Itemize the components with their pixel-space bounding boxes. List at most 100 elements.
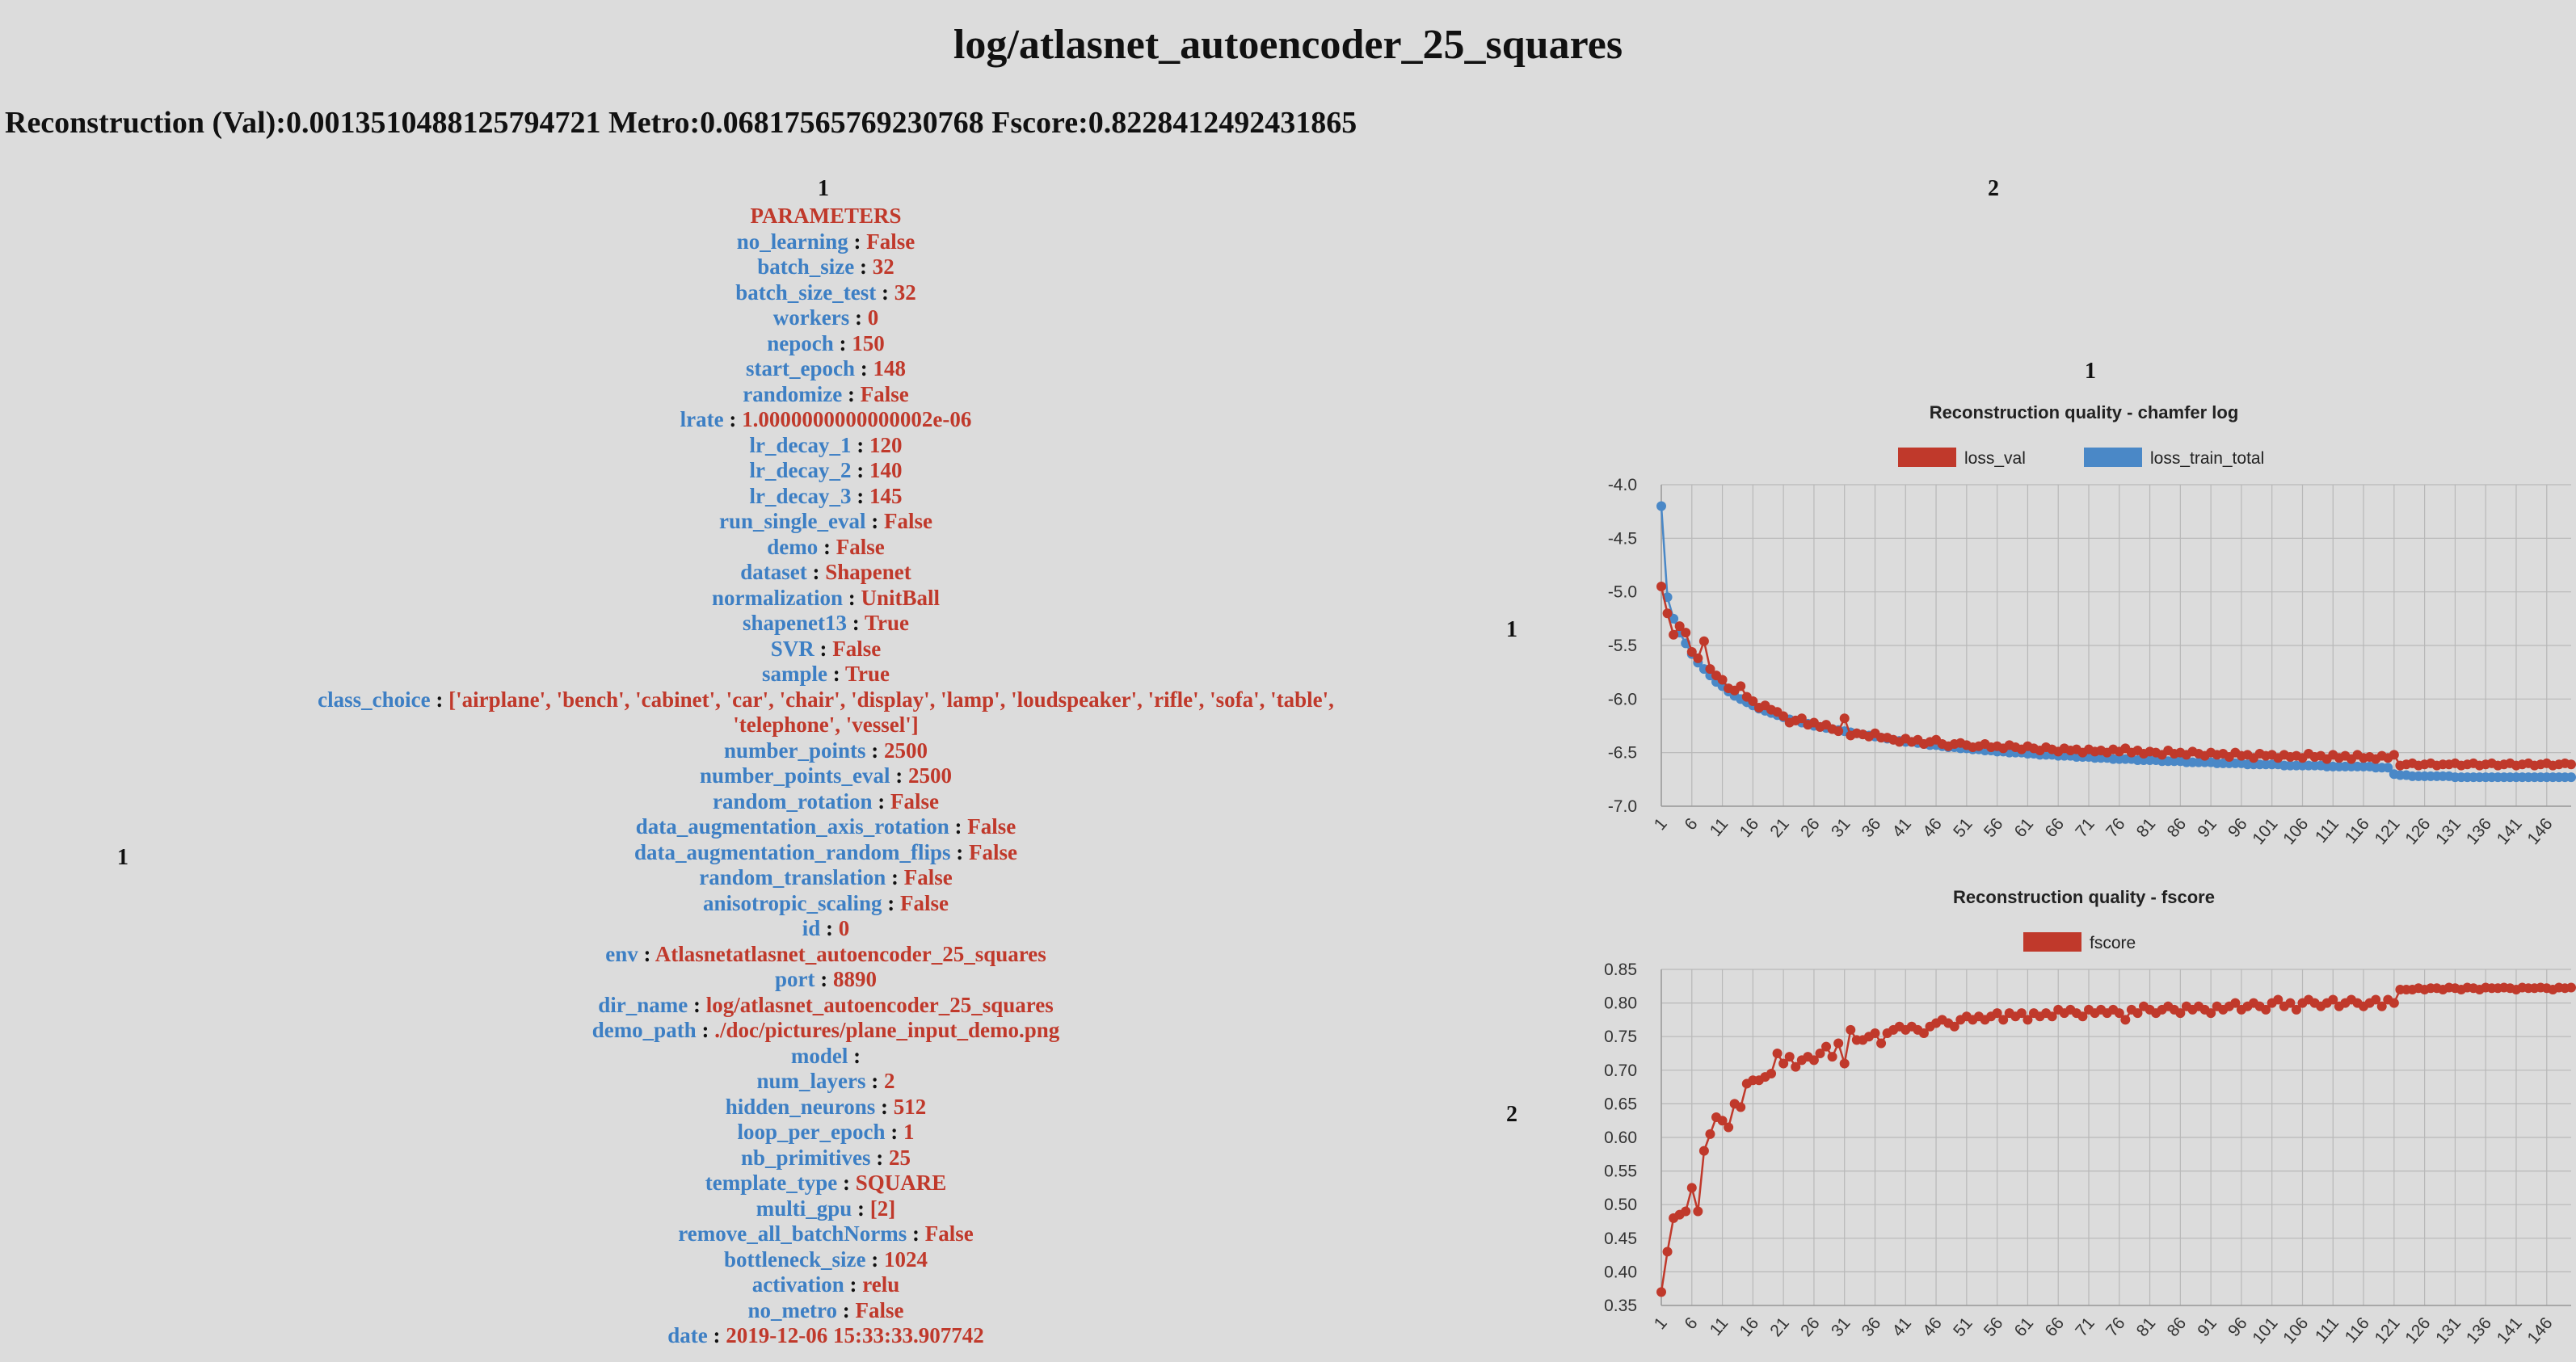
- y-tick-label: 0.80: [1604, 994, 1637, 1013]
- param-key: no_learning: [736, 229, 848, 254]
- param-value: True: [865, 611, 910, 635]
- param-value: False: [855, 1297, 904, 1322]
- param-separator: :: [851, 432, 869, 457]
- param-key: demo: [767, 534, 819, 559]
- param-value: 1: [903, 1120, 915, 1144]
- data-point: [1686, 646, 1697, 657]
- y-tick-label: 0.45: [1604, 1230, 1637, 1248]
- param-key: shapenet13: [742, 611, 847, 635]
- data-point: [1681, 628, 1691, 638]
- param-value: 148: [873, 356, 906, 380]
- param-separator: :: [852, 1196, 870, 1221]
- data-point: [1724, 1122, 1734, 1133]
- x-tick-label: 76: [2102, 1314, 2129, 1340]
- param-value: False: [967, 814, 1017, 839]
- metrics-summary: Reconstruction (Val):0.00135104881257947…: [5, 106, 1357, 140]
- x-tick-label: 116: [2342, 1314, 2373, 1346]
- param-row-template-type: template_type : SQUARE: [267, 1171, 1385, 1196]
- data-point: [1662, 1246, 1673, 1257]
- param-separator: :: [723, 407, 743, 431]
- data-point: [1693, 1206, 1703, 1217]
- fscore-chart: Reconstruction quality - fscore fscore 0.8…: [1592, 881, 2576, 1362]
- column-label-2: 2: [1988, 176, 1999, 201]
- param-separator: :: [848, 229, 867, 254]
- param-value: False: [832, 636, 882, 661]
- x-tick-label: 106: [2279, 814, 2312, 848]
- param-value: 2019-12-06 15:33:33.907742: [726, 1323, 984, 1347]
- data-point: [2383, 763, 2393, 773]
- param-row-nb-primitives: nb_primitives : 25: [267, 1146, 1385, 1171]
- x-tick-label: 26: [1797, 1314, 1824, 1340]
- param-separator: :: [827, 662, 845, 686]
- legend-item-fscore: fscore: [2023, 932, 2136, 952]
- param-value: 8890: [833, 967, 877, 991]
- param-key: dataset: [740, 560, 807, 584]
- x-tick-label: 131: [2432, 1314, 2464, 1347]
- data-point: [2114, 1008, 2124, 1019]
- param-row-no-learning: no_learning : False: [267, 229, 1385, 255]
- param-separator: :: [430, 687, 449, 712]
- parameters-header: PARAMETERS: [750, 204, 902, 228]
- param-value: False: [903, 865, 953, 889]
- param-separator: :: [865, 509, 884, 533]
- x-tick-label: 51: [1950, 1314, 1976, 1340]
- x-tick-label: 101: [2249, 814, 2281, 848]
- series-line-loss-val: [1660, 586, 2572, 767]
- data-point: [1821, 1041, 1832, 1052]
- param-value: False: [969, 839, 1018, 864]
- x-tick-label: 21: [1766, 1314, 1793, 1340]
- x-tick-label: 146: [2523, 814, 2556, 848]
- param-value: False: [900, 890, 949, 915]
- param-separator: :: [833, 330, 852, 355]
- param-row-num-layers: num_layers : 2: [267, 1069, 1385, 1095]
- data-point: [1736, 1102, 1746, 1112]
- param-value: UnitBall: [861, 585, 941, 610]
- param-row-normalization: normalization : UnitBall: [267, 586, 1385, 612]
- x-tick-label: 6: [1681, 1314, 1701, 1333]
- data-point: [2047, 1011, 2057, 1022]
- param-value: ['airplane', 'bench', 'cabinet', 'car', …: [448, 687, 1334, 738]
- x-tick-label: 141: [2494, 814, 2526, 848]
- param-key: lr_decay_3: [749, 483, 852, 508]
- data-point: [1656, 1287, 1666, 1297]
- param-separator: :: [876, 280, 894, 305]
- legend-label: fscore: [2090, 934, 2136, 952]
- data-point: [1784, 1052, 1795, 1062]
- x-tick-label: 26: [1797, 814, 1824, 841]
- data-point: [1766, 1068, 1777, 1078]
- x-tick-label: 106: [2279, 1314, 2312, 1347]
- x-tick-label: 91: [2194, 1314, 2220, 1340]
- data-point: [2566, 759, 2576, 770]
- param-value: 25: [889, 1145, 911, 1170]
- param-key: start_epoch: [746, 356, 855, 380]
- param-key: activation: [751, 1272, 844, 1297]
- param-value: ./doc/pictures/plane_input_demo.png: [714, 1018, 1060, 1042]
- data-point: [1698, 1146, 1709, 1156]
- param-value: False: [836, 534, 885, 559]
- param-key: date: [667, 1323, 708, 1347]
- param-row-random-translation: random_translation : False: [267, 865, 1385, 891]
- param-row-anisotropic-scaling: anisotropic_scaling : False: [267, 891, 1385, 917]
- row-label-2: 2: [1506, 1102, 1517, 1127]
- param-value: relu: [862, 1272, 900, 1297]
- x-tick-label: 21: [1766, 814, 1793, 841]
- param-row-multi-gpu: multi_gpu : [2]: [267, 1196, 1385, 1222]
- param-value: 0: [838, 916, 850, 940]
- data-point: [1674, 621, 1685, 632]
- param-row-remove-all-batchnorms: remove_all_batchNorms : False: [267, 1221, 1385, 1247]
- data-point: [1717, 675, 1728, 685]
- x-tick-label: 141: [2494, 1314, 2526, 1347]
- param-row-nepoch: nepoch : 150: [267, 331, 1385, 357]
- y-tick-label: 0.85: [1604, 961, 1637, 979]
- param-key: batch_size_test: [735, 280, 877, 305]
- data-point: [2273, 994, 2283, 1005]
- data-point: [1796, 713, 1807, 724]
- column-label-1: 1: [818, 176, 829, 201]
- x-tick-label: 146: [2523, 1314, 2556, 1347]
- param-key: template_type: [705, 1171, 838, 1195]
- param-row-randomize: randomize : False: [267, 382, 1385, 408]
- param-value: False: [866, 229, 915, 254]
- param-key: dir_name: [598, 992, 688, 1017]
- param-separator: :: [872, 788, 890, 813]
- param-separator: :: [688, 992, 706, 1017]
